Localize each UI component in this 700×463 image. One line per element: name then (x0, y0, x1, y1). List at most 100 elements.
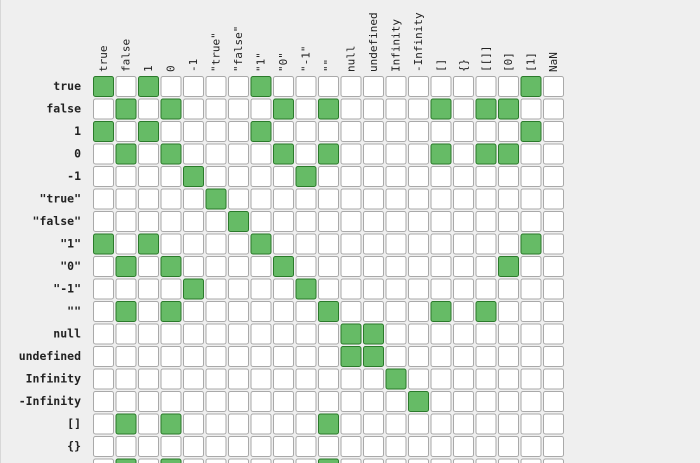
matrix-cell (115, 121, 137, 142)
matrix-cell (430, 436, 452, 457)
column-label-symbol: [[]] (480, 46, 493, 73)
matrix-cell (385, 76, 407, 97)
matrix-cell (115, 323, 137, 345)
matrix-cell (520, 301, 542, 322)
matrix-cell (543, 121, 564, 142)
matrix-cell (340, 413, 362, 435)
column-label-1: [1] (525, 52, 538, 72)
matrix-cell (93, 233, 114, 255)
matrix-cell (273, 76, 294, 97)
matrix-cell (408, 346, 429, 367)
matrix-cell (160, 121, 182, 142)
matrix-cell (430, 368, 452, 390)
matrix-cell (498, 346, 519, 367)
matrix-cell (340, 301, 362, 322)
column-label-false: "false" (232, 26, 245, 72)
matrix-cell (318, 211, 339, 232)
matrix-cell (183, 211, 204, 232)
matrix-cell (205, 256, 227, 277)
matrix-cell (408, 391, 429, 412)
matrix-cell (408, 323, 429, 345)
row-label-symbol: {} (67, 439, 81, 453)
matrix-cell (93, 346, 114, 367)
matrix-cell (183, 166, 204, 187)
matrix-cell (205, 166, 227, 187)
matrix-cell (205, 98, 227, 120)
matrix-cell (520, 121, 542, 142)
matrix-cell (205, 436, 227, 457)
matrix-cell (160, 368, 182, 390)
matrix-cell (340, 436, 362, 457)
matrix-cell (520, 368, 542, 390)
matrix-cell (205, 368, 227, 390)
matrix-cell (160, 323, 182, 345)
matrix-cell (160, 188, 182, 210)
matrix-cell (160, 256, 182, 277)
matrix-cell (93, 391, 114, 412)
matrix-cell (250, 278, 272, 300)
matrix-cell (273, 278, 294, 300)
matrix-cell (160, 301, 182, 322)
matrix-cell (250, 323, 272, 345)
column-label-nan: NaN (547, 52, 560, 72)
matrix-cell (228, 121, 249, 142)
matrix-cell (138, 121, 159, 142)
matrix-cell (228, 413, 249, 435)
matrix-cell (273, 98, 294, 120)
matrix-cell (228, 323, 249, 345)
matrix-cell (543, 143, 564, 165)
matrix-cell (453, 323, 474, 345)
matrix-cell (115, 166, 137, 187)
matrix-cell (250, 346, 272, 367)
matrix-cell (498, 233, 519, 255)
matrix-cell (475, 346, 497, 367)
matrix-cell (475, 76, 497, 97)
matrix-cell (115, 256, 137, 277)
matrix-cell (453, 143, 474, 165)
matrix-cell (183, 346, 204, 367)
column-label-symbol: "" (322, 59, 335, 72)
matrix-cell (430, 413, 452, 435)
matrix-cell (273, 301, 294, 322)
matrix-cell (408, 233, 429, 255)
column-label-0: "0" (277, 52, 290, 72)
matrix-cell (205, 413, 227, 435)
matrix-cell (475, 278, 497, 300)
matrix-cell (205, 76, 227, 97)
matrix-cell (543, 436, 564, 457)
matrix-cell (273, 211, 294, 232)
matrix-cell (183, 256, 204, 277)
matrix-cell (340, 233, 362, 255)
matrix-cell (363, 323, 384, 345)
matrix-cell (408, 76, 429, 97)
matrix-cell (93, 301, 114, 322)
matrix-cell (295, 458, 317, 463)
matrix-cell (385, 323, 407, 345)
matrix-cell (430, 211, 452, 232)
column-label-0: [0] (502, 52, 515, 72)
matrix-cell (250, 301, 272, 322)
matrix-cell (475, 323, 497, 345)
matrix-cell (250, 98, 272, 120)
matrix-cell (250, 436, 272, 457)
matrix-cell (520, 143, 542, 165)
matrix-cell (430, 143, 452, 165)
matrix-cell (205, 211, 227, 232)
row-label-symbol: [] (67, 417, 81, 431)
matrix-cell (183, 143, 204, 165)
matrix-cell (205, 346, 227, 367)
matrix-cell (340, 76, 362, 97)
matrix-cell (318, 278, 339, 300)
matrix-cell (340, 346, 362, 367)
matrix-cell (543, 413, 564, 435)
matrix-cell (273, 368, 294, 390)
matrix-cell (160, 458, 182, 463)
matrix-cell (138, 211, 159, 232)
matrix-cell (498, 413, 519, 435)
matrix-cell (453, 98, 474, 120)
matrix-cell (520, 188, 542, 210)
matrix-cell (340, 458, 362, 463)
matrix-cell (295, 211, 317, 232)
matrix-cell (408, 188, 429, 210)
